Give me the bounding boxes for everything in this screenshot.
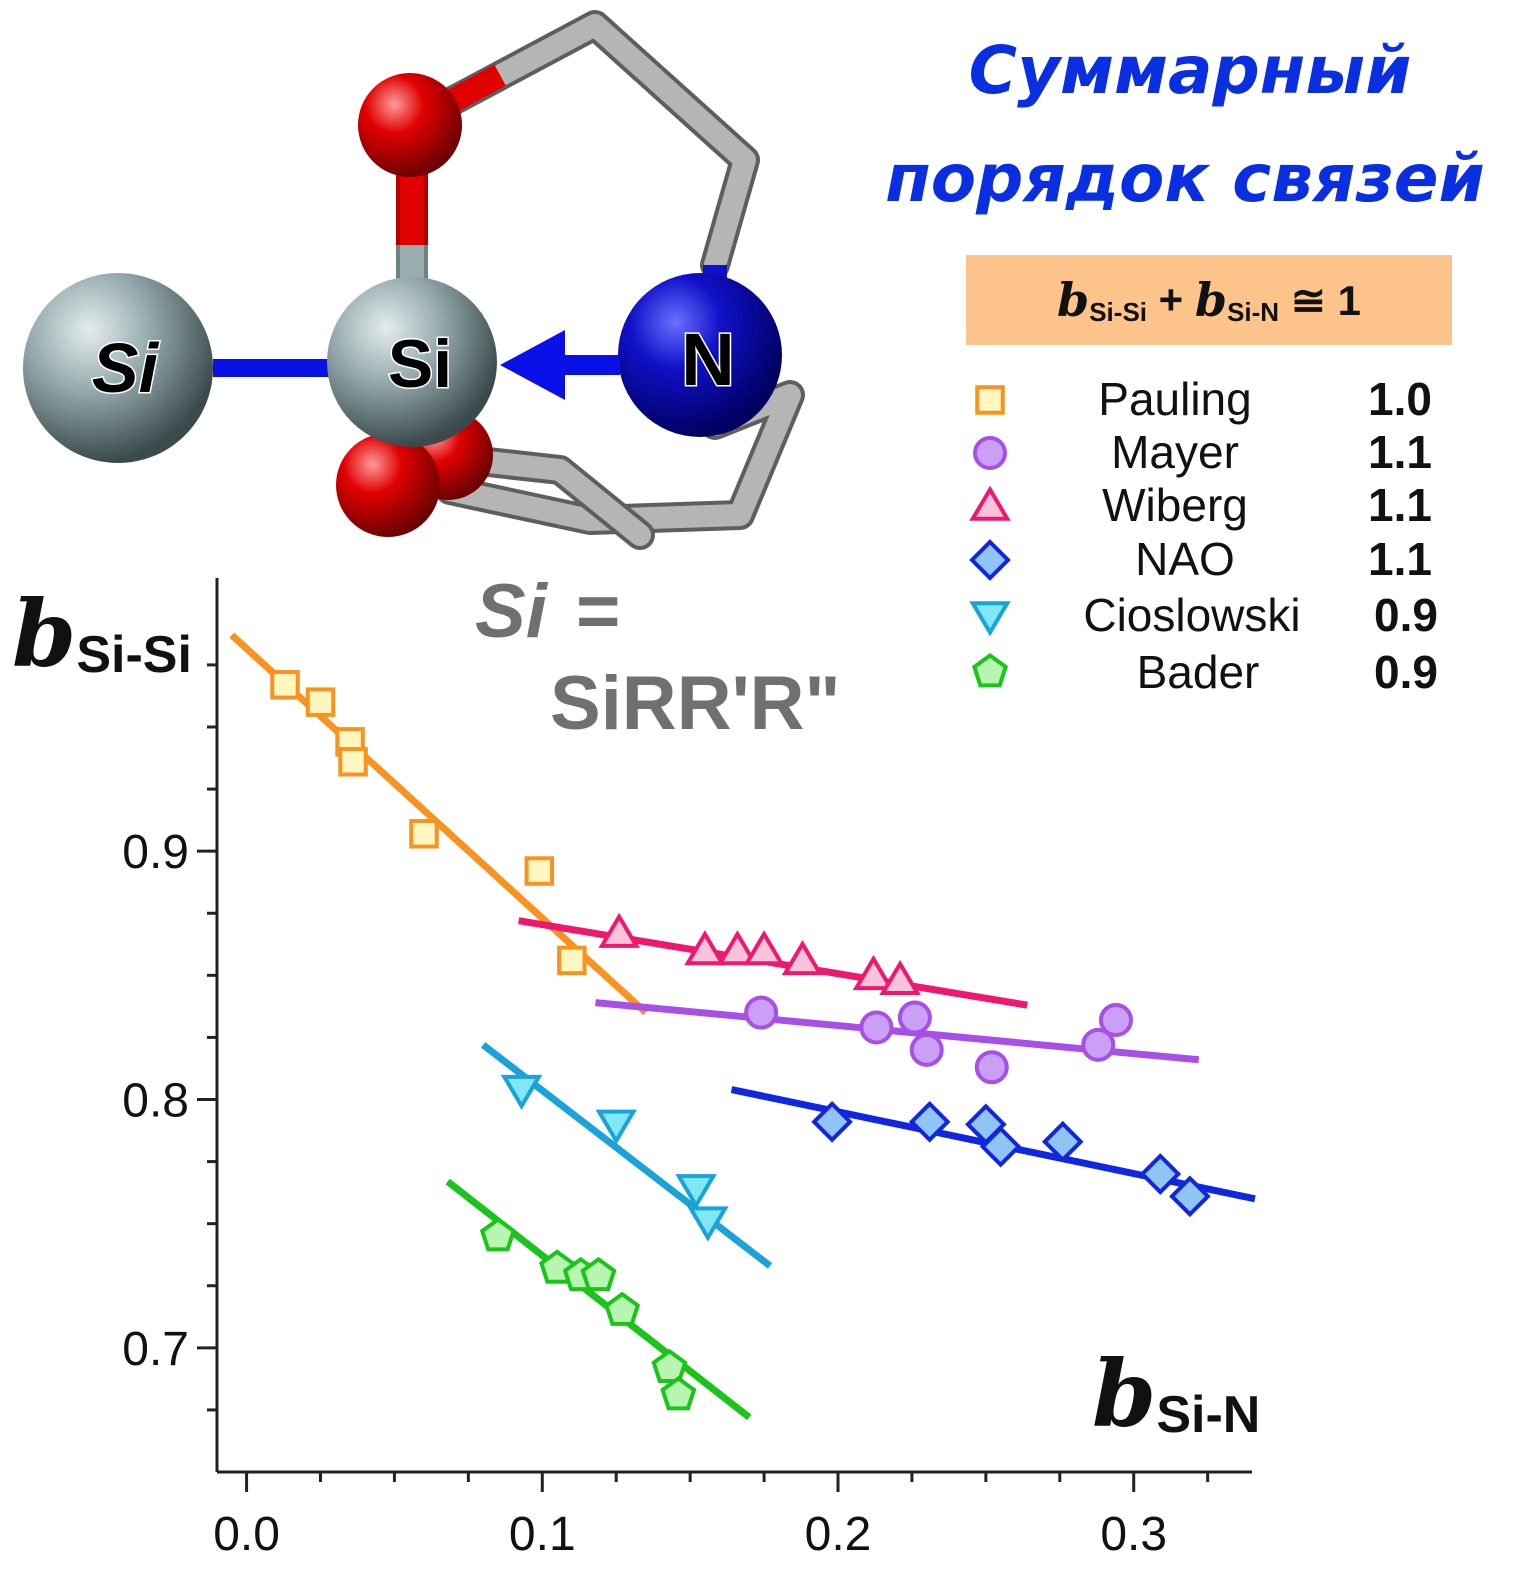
data-point-pauling xyxy=(557,945,587,976)
data-point-nao xyxy=(811,1101,853,1143)
x-tick-label: 0.1 xyxy=(509,1508,576,1561)
x-axis-title: bSi-N xyxy=(1092,1340,1260,1448)
data-point-pauling xyxy=(409,819,439,849)
data-point-pauling xyxy=(524,856,555,886)
molecule-illustration: Si Si N xyxy=(23,10,805,550)
y-tick-label: 0.9 xyxy=(122,826,189,879)
bond-order-sum-formula: b Si-Si + b Si-N ≅ 1 xyxy=(966,255,1452,345)
data-point-wiberg xyxy=(684,930,726,966)
data-point-cioslowski xyxy=(687,1206,729,1242)
points-mayer xyxy=(744,995,1133,1085)
y-axis-title-symbol: b xyxy=(12,580,77,688)
data-point-nao xyxy=(1041,1120,1084,1163)
data-point-mayer xyxy=(974,1050,1009,1085)
data-point-bader xyxy=(651,1348,688,1384)
silicon-atom-left xyxy=(23,273,213,463)
points-bader xyxy=(479,1217,697,1411)
si-definition-formula: SiRR'R" xyxy=(550,661,841,746)
data-point-mayer xyxy=(1098,1003,1133,1038)
legend-value-pauling: 1.0 xyxy=(1368,373,1432,425)
points-pauling xyxy=(270,670,587,976)
legend-label-nao: NAO xyxy=(1135,533,1235,585)
legend-value-cioslowski: 0.9 xyxy=(1374,589,1438,641)
y-tick-label: 0.8 xyxy=(122,1075,189,1128)
nitrogen-atom xyxy=(618,273,782,437)
data-point-mayer xyxy=(859,1010,894,1045)
data-point-wiberg xyxy=(852,954,895,991)
legend-value-bader: 0.9 xyxy=(1374,646,1438,698)
data-point-mayer xyxy=(1081,1027,1116,1062)
points-wiberg xyxy=(598,912,921,996)
legend-marker-cioslowski xyxy=(969,601,1011,637)
data-point-wiberg xyxy=(598,912,640,948)
data-point-bader xyxy=(580,1256,617,1292)
carbon-bonds xyxy=(430,10,805,550)
n-to-si-arrow xyxy=(500,330,620,400)
data-point-bader xyxy=(604,1291,641,1326)
legend-marker-pauling xyxy=(975,385,1005,415)
formula-rest: ≅ 1 xyxy=(1279,276,1361,324)
legend-value-nao: 1.1 xyxy=(1368,533,1432,585)
silicon-atom-center xyxy=(327,277,497,447)
data-point-pauling xyxy=(338,747,368,777)
legend-marker-wiberg xyxy=(969,485,1011,521)
data-point-nao xyxy=(908,1101,951,1143)
legend-label-bader: Bader xyxy=(1136,646,1260,698)
legend-value-wiberg: 1.1 xyxy=(1368,479,1432,531)
y-axis-title-sub: Si-Si xyxy=(76,626,192,684)
title-line-2: порядок связей xyxy=(885,140,1485,217)
oxygen-atom-upper xyxy=(358,73,462,177)
legend-label-cioslowski: Cioslowski xyxy=(1083,589,1301,641)
data-point-nao xyxy=(979,1125,1022,1168)
data-point-wiberg xyxy=(879,959,921,996)
x-tick-label: 0.2 xyxy=(805,1508,872,1561)
data-point-wiberg xyxy=(743,930,785,966)
points-nao xyxy=(811,1101,1211,1218)
si-definition-symbol: Si = xyxy=(475,568,620,655)
data-point-bader xyxy=(660,1376,697,1411)
legend-marker-bader xyxy=(971,653,1009,688)
legend-label-mayer: Mayer xyxy=(1111,426,1239,478)
data-point-pauling xyxy=(305,687,336,717)
data-point-wiberg xyxy=(716,930,759,966)
legend-label-wiberg: Wiberg xyxy=(1102,479,1248,531)
data-point-nao xyxy=(1139,1153,1182,1195)
legend-label-pauling: Pauling xyxy=(1098,373,1252,425)
y-axis-title: bSi-Si xyxy=(12,580,192,688)
x-axis-title-sub: Si-N xyxy=(1156,1386,1261,1444)
data-point-mayer xyxy=(897,1000,932,1035)
legend-value-mayer: 1.1 xyxy=(1368,426,1432,478)
data-point-pauling xyxy=(270,670,300,700)
silicon-atom-center-label: Si xyxy=(388,326,452,402)
formula-b1: b xyxy=(1057,273,1090,327)
formula-b2: b xyxy=(1194,273,1228,327)
silicon-atom-left-label: Si xyxy=(92,329,160,407)
data-point-cioslowski xyxy=(595,1109,637,1145)
nitrogen-atom-label: N xyxy=(681,318,734,401)
data-point-mayer xyxy=(909,1032,944,1067)
oxygen-atom-lower xyxy=(336,433,440,537)
data-point-nao xyxy=(1169,1175,1211,1218)
formula-sub2: Si-N xyxy=(1227,296,1280,327)
si-definition-si: Si xyxy=(475,569,547,654)
y-tick-label: 0.7 xyxy=(122,1323,189,1376)
title-line-1: Суммарный xyxy=(968,32,1412,109)
formula-sub1: Si-Si xyxy=(1089,296,1148,327)
legend-markers xyxy=(969,385,1011,688)
formula-plus: + xyxy=(1147,276,1195,323)
data-point-cioslowski xyxy=(675,1174,717,1210)
legend-marker-mayer xyxy=(973,436,1007,470)
data-point-wiberg xyxy=(781,939,824,976)
data-point-bader xyxy=(479,1217,516,1252)
x-tick-label: 0.3 xyxy=(1100,1508,1167,1561)
legend-marker-nao xyxy=(969,539,1011,581)
si-definition-equals: = xyxy=(575,569,621,654)
points-cioslowski xyxy=(500,1074,729,1242)
x-axis-title-symbol: b xyxy=(1092,1340,1157,1448)
x-tick-label: 0.0 xyxy=(213,1508,280,1561)
data-point-mayer xyxy=(744,995,779,1030)
data-point-cioslowski xyxy=(500,1074,543,1111)
